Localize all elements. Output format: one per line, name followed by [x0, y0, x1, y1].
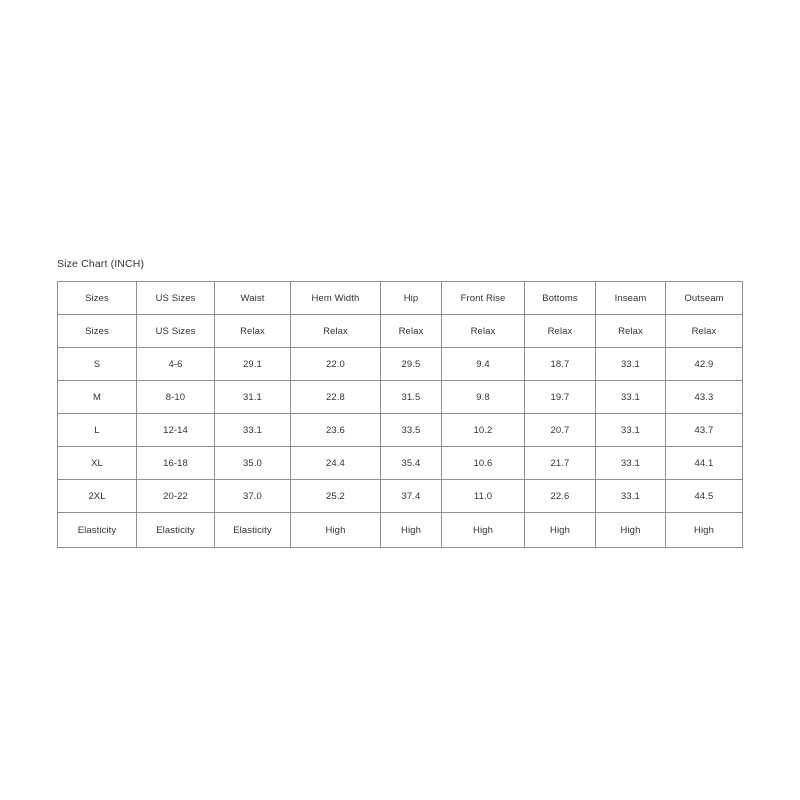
fit-cell-outseam: Relax [665, 314, 743, 348]
fit-cell-us-sizes: US Sizes [136, 314, 215, 348]
column-header-outseam: Outseam [665, 281, 743, 315]
cell-us-size: 12-14 [136, 413, 215, 447]
column-header-waist: Waist [214, 281, 291, 315]
elasticity-cell-waist: Elasticity [214, 512, 291, 548]
cell-bottoms: 20.7 [524, 413, 596, 447]
cell-size: S [57, 347, 137, 381]
cell-outseam: 43.3 [665, 380, 743, 414]
cell-outseam: 43.7 [665, 413, 743, 447]
cell-bottoms: 22.6 [524, 479, 596, 513]
elasticity-cell-us-sizes: Elasticity [136, 512, 215, 548]
cell-size: L [57, 413, 137, 447]
cell-bottoms: 19.7 [524, 380, 596, 414]
fit-cell-front-rise: Relax [441, 314, 525, 348]
fit-cell-waist: Relax [214, 314, 291, 348]
cell-hem-width: 24.4 [290, 446, 381, 480]
cell-hip: 37.4 [380, 479, 442, 513]
cell-size: 2XL [57, 479, 137, 513]
column-header-front-rise: Front Rise [441, 281, 525, 315]
cell-us-size: 8-10 [136, 380, 215, 414]
elasticity-cell-inseam: High [595, 512, 666, 548]
cell-us-size: 4-6 [136, 347, 215, 381]
table-row: L 12-14 33.1 23.6 33.5 10.2 20.7 33.1 43… [57, 413, 743, 447]
fit-cell-hem-width: Relax [290, 314, 381, 348]
cell-front-rise: 11.0 [441, 479, 525, 513]
fit-cell-bottoms: Relax [524, 314, 596, 348]
cell-front-rise: 9.8 [441, 380, 525, 414]
cell-front-rise: 10.2 [441, 413, 525, 447]
column-header-sizes: Sizes [57, 281, 137, 315]
cell-waist: 29.1 [214, 347, 291, 381]
page-title: Size Chart (INCH) [57, 258, 145, 270]
fit-cell-hip: Relax [380, 314, 442, 348]
fit-cell-sizes: Sizes [57, 314, 137, 348]
cell-size: M [57, 380, 137, 414]
column-header-bottoms: Bottoms [524, 281, 596, 315]
cell-waist: 37.0 [214, 479, 291, 513]
table-header-row: Sizes US Sizes Waist Hem Width Hip Front… [57, 281, 743, 315]
cell-hem-width: 23.6 [290, 413, 381, 447]
column-header-hip: Hip [380, 281, 442, 315]
cell-size: XL [57, 446, 137, 480]
elasticity-cell-sizes: Elasticity [57, 512, 137, 548]
cell-hem-width: 22.0 [290, 347, 381, 381]
cell-us-size: 20-22 [136, 479, 215, 513]
cell-hem-width: 25.2 [290, 479, 381, 513]
column-header-us-sizes: US Sizes [136, 281, 215, 315]
column-header-hem-width: Hem Width [290, 281, 381, 315]
table-elasticity-row: Elasticity Elasticity Elasticity High Hi… [57, 512, 743, 548]
cell-waist: 35.0 [214, 446, 291, 480]
cell-bottoms: 21.7 [524, 446, 596, 480]
cell-inseam: 33.1 [595, 479, 666, 513]
elasticity-cell-outseam: High [665, 512, 743, 548]
table-row: 2XL 20-22 37.0 25.2 37.4 11.0 22.6 33.1 … [57, 479, 743, 513]
elasticity-cell-hip: High [380, 512, 442, 548]
column-header-inseam: Inseam [595, 281, 666, 315]
table-row: XL 16-18 35.0 24.4 35.4 10.6 21.7 33.1 4… [57, 446, 743, 480]
cell-hem-width: 22.8 [290, 380, 381, 414]
table-row: S 4-6 29.1 22.0 29.5 9.4 18.7 33.1 42.9 [57, 347, 743, 381]
cell-inseam: 33.1 [595, 380, 666, 414]
cell-outseam: 44.5 [665, 479, 743, 513]
cell-us-size: 16-18 [136, 446, 215, 480]
elasticity-cell-hem-width: High [290, 512, 381, 548]
cell-hip: 33.5 [380, 413, 442, 447]
table-fit-row: Sizes US Sizes Relax Relax Relax Relax R… [57, 314, 743, 348]
cell-hip: 35.4 [380, 446, 442, 480]
fit-cell-inseam: Relax [595, 314, 666, 348]
cell-outseam: 44.1 [665, 446, 743, 480]
cell-hip: 31.5 [380, 380, 442, 414]
size-chart-table: Sizes US Sizes Waist Hem Width Hip Front… [57, 281, 743, 548]
table-row: M 8-10 31.1 22.8 31.5 9.8 19.7 33.1 43.3 [57, 380, 743, 414]
cell-inseam: 33.1 [595, 413, 666, 447]
cell-outseam: 42.9 [665, 347, 743, 381]
cell-inseam: 33.1 [595, 347, 666, 381]
cell-hip: 29.5 [380, 347, 442, 381]
cell-front-rise: 9.4 [441, 347, 525, 381]
elasticity-cell-front-rise: High [441, 512, 525, 548]
cell-front-rise: 10.6 [441, 446, 525, 480]
table-body: Sizes US Sizes Waist Hem Width Hip Front… [57, 281, 743, 548]
cell-inseam: 33.1 [595, 446, 666, 480]
cell-waist: 33.1 [214, 413, 291, 447]
cell-waist: 31.1 [214, 380, 291, 414]
elasticity-cell-bottoms: High [524, 512, 596, 548]
cell-bottoms: 18.7 [524, 347, 596, 381]
